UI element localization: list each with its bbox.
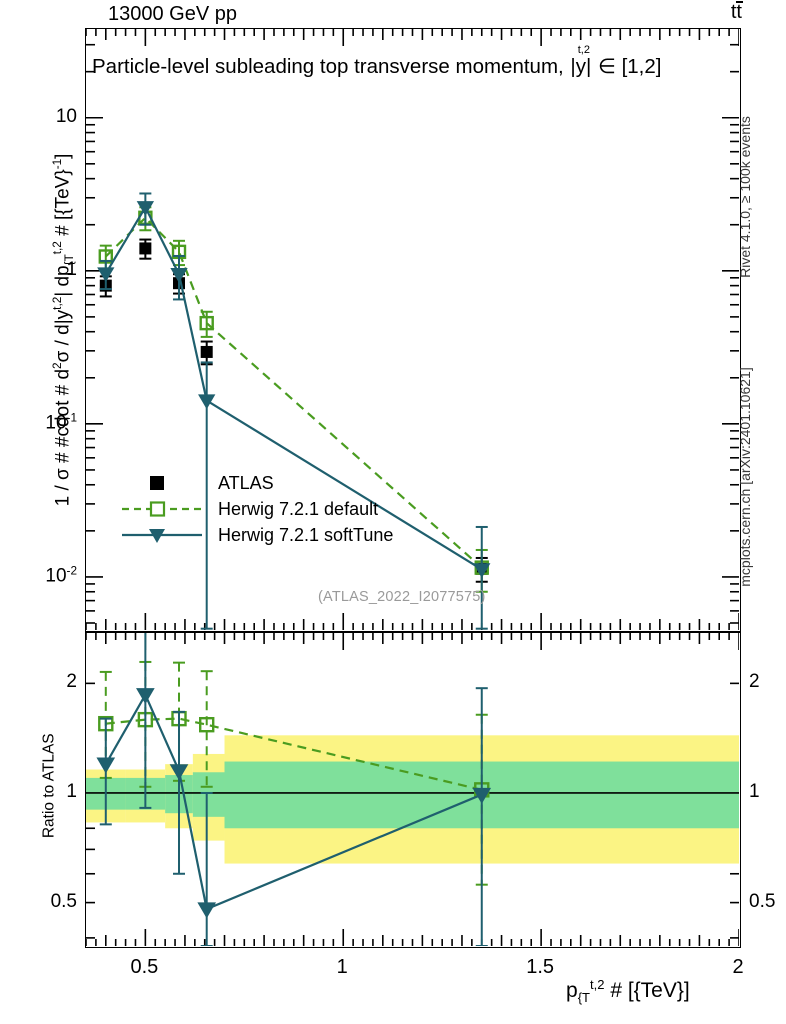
legend-item-atlas[interactable]: ATLAS — [120, 470, 393, 496]
legend-item-herwig-softtune[interactable]: Herwig 7.2.1 softTune — [120, 522, 393, 548]
legend-label: Herwig 7.2.1 softTune — [218, 524, 394, 545]
ratio-plot-panel — [85, 632, 741, 948]
ratio-y-tick-label-right: 2 — [749, 671, 760, 693]
y-tick-label: 10 — [55, 105, 77, 127]
y-tick-label: 1 — [66, 258, 77, 280]
x-tick-label: 2 — [732, 956, 744, 978]
page-title: Particle-level subleading top transverse… — [92, 44, 662, 78]
legend: ATLAS Herwig 7.2.1 default Herwig 7.2.1 … — [120, 470, 393, 548]
legend-key-dashed-open-square-icon — [120, 498, 204, 520]
ratio-y-tick-label-right: 1 — [749, 780, 760, 802]
process-label: tt — [730, 1, 743, 23]
mcplots-source-note: mcplots.cern.ch [arXiv:2401.10621] — [737, 367, 753, 587]
y-axis-label: 1 / σ # #cdot # d2σ / d|yt,2| dp{Tt,2 # … — [51, 153, 77, 507]
x-tick-label: 1 — [336, 956, 348, 978]
legend-label: ATLAS — [218, 472, 274, 493]
ratio-plot-canvas — [86, 633, 740, 947]
ratio-y-tick-label: 0.5 — [50, 890, 77, 912]
x-axis-label: p{Tt,2 # [{TeV}] — [566, 977, 690, 1006]
main-plot-panel — [85, 28, 741, 632]
legend-key-solid-triangle-icon — [120, 524, 204, 546]
analysis-id-watermark: (ATLAS_2022_I2077575) — [318, 589, 486, 605]
ratio-y-tick-label-right: 0.5 — [749, 890, 776, 912]
y-tick-label: 10-2 — [45, 564, 77, 587]
x-tick-label: 0.5 — [130, 956, 159, 978]
y-tick-label: 10-1 — [45, 411, 77, 434]
ratio-y-tick-label: 2 — [66, 671, 77, 693]
ratio-y-tick-label: 1 — [66, 780, 77, 802]
legend-key-square-icon — [120, 472, 204, 494]
legend-item-herwig-default[interactable]: Herwig 7.2.1 default — [120, 496, 393, 522]
beam-energy-label: 13000 GeV pp — [108, 3, 237, 25]
x-tick-label: 1.5 — [526, 956, 555, 978]
main-plot-canvas — [86, 29, 740, 630]
legend-label: Herwig 7.2.1 default — [218, 498, 379, 519]
